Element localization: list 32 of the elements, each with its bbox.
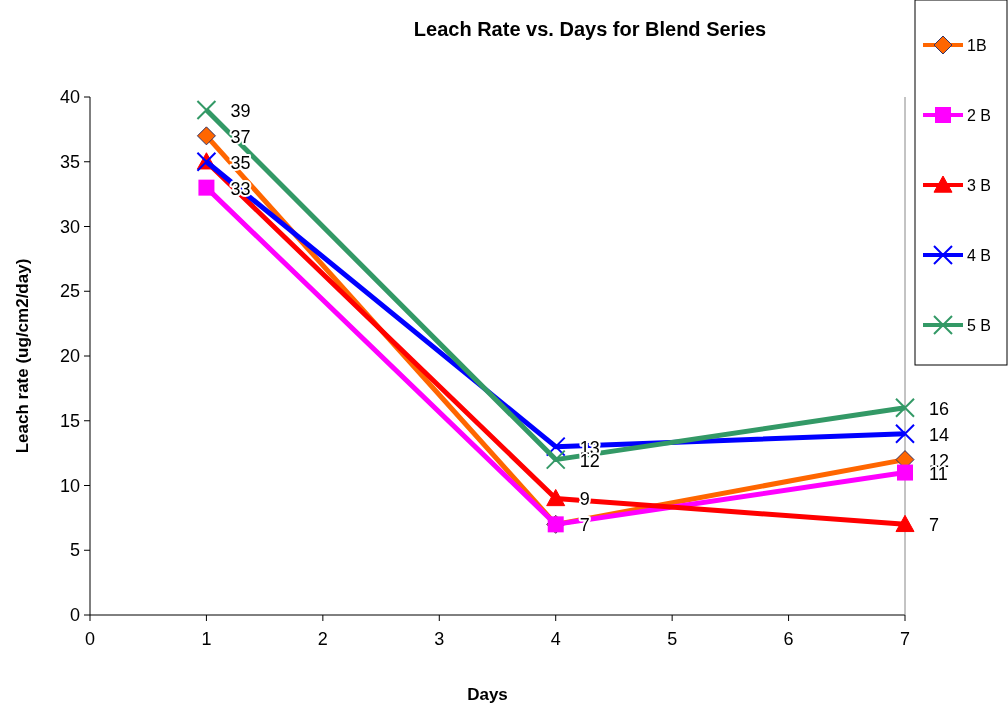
legend-label: 4 B <box>967 247 992 264</box>
x-tick-label: 4 <box>550 629 561 649</box>
y-tick-label: 30 <box>59 216 80 237</box>
y-tick-label: 5 <box>69 540 80 561</box>
x-tick-label: 7 <box>899 629 911 649</box>
data-label: 9 <box>579 489 590 510</box>
y-tick-label: 15 <box>59 410 80 431</box>
x-tick-label: 1 <box>201 629 212 649</box>
chart-title: Leach Rate vs. Days for Blend Series <box>413 18 767 40</box>
y-axis-title: Leach rate (ug/cm2/day) <box>13 258 32 454</box>
legend-label: 1B <box>967 37 987 54</box>
y-tick-label: 20 <box>59 346 80 366</box>
legend-label: 3 B <box>967 177 992 194</box>
x-axis-title: Days <box>467 685 508 704</box>
x-tick-label: 0 <box>84 629 96 649</box>
data-label: 16 <box>929 398 950 419</box>
legend-label: 5 B <box>967 317 992 334</box>
x-tick-label: 3 <box>434 629 445 649</box>
y-tick-label: 35 <box>59 151 80 172</box>
data-label: 35 <box>230 152 251 173</box>
x-tick-label: 2 <box>317 629 328 649</box>
data-label: 7 <box>929 515 940 536</box>
data-label: 33 <box>230 178 251 199</box>
y-tick-label: 40 <box>59 87 80 107</box>
data-label: 39 <box>230 100 251 121</box>
x-tick-label: 6 <box>783 629 794 649</box>
y-tick-label: 0 <box>69 605 80 625</box>
y-tick-label: 10 <box>59 475 80 496</box>
x-tick-label: 5 <box>667 629 678 649</box>
legend-label: 2 B <box>967 107 992 124</box>
y-tick-label: 25 <box>59 281 80 302</box>
data-label: 14 <box>929 424 950 445</box>
